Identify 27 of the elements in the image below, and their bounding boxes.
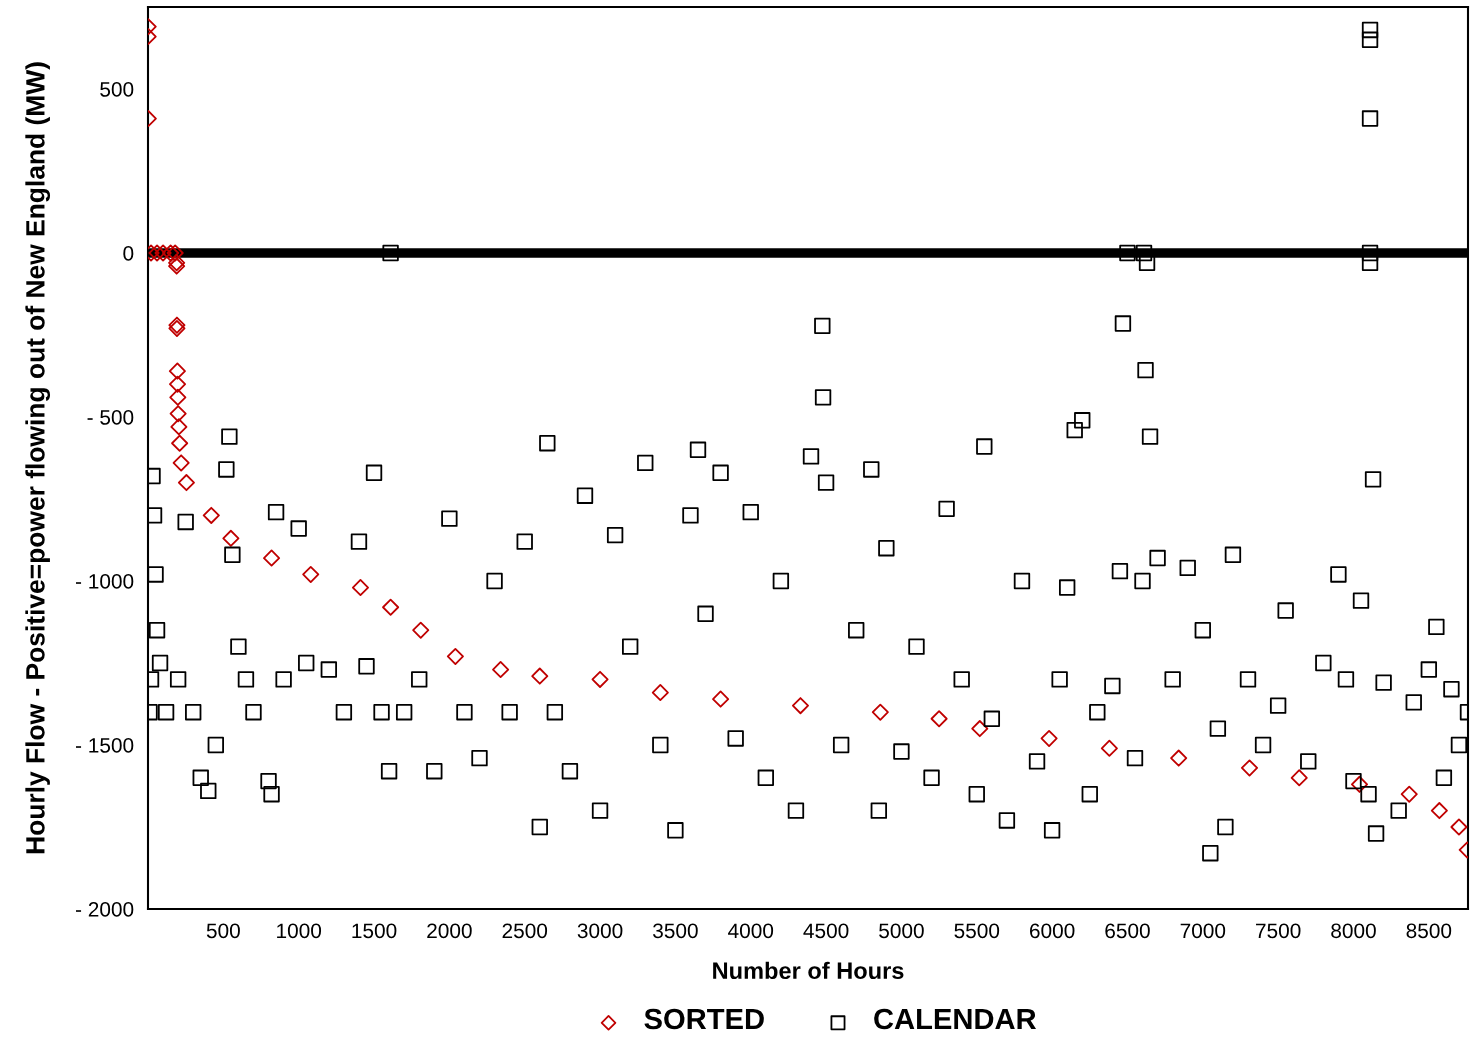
- x-tick-label: 7000: [1180, 923, 1226, 939]
- x-tick-label: 3500: [653, 923, 698, 939]
- x-tick-label: 5500: [954, 923, 1000, 939]
- y-tick-label: - 500: [87, 410, 134, 425]
- y-tick-label: 0: [123, 246, 134, 261]
- x-tick-label: 6000: [1030, 923, 1075, 939]
- x-tick-label: 7500: [1256, 923, 1301, 939]
- x-tick-label: 1000: [277, 923, 322, 939]
- y-tick-label: - 1000: [75, 574, 134, 589]
- x-tick-label: 2500: [502, 923, 548, 939]
- x-tick-label: 4000: [728, 923, 774, 939]
- x-tick-label: 1500: [352, 923, 397, 939]
- y-axis-title: Hourly Flow - Positive=power flowing out of New England (MW): [25, 62, 51, 854]
- x-axis-title: Number of Hours: [713, 961, 904, 980]
- x-tick-label: 2000: [427, 923, 472, 939]
- x-tick-label: 500: [206, 923, 240, 939]
- legend-label: CALENDAR: [874, 1008, 1037, 1030]
- x-tick-label: 6500: [1105, 923, 1150, 939]
- x-tick-label: 3000: [577, 923, 623, 939]
- y-tick-label: - 2000: [75, 902, 134, 917]
- x-tick-label: 8500: [1406, 923, 1452, 939]
- y-tick-label: 500: [100, 82, 134, 97]
- legend-label: SORTED: [644, 1008, 764, 1030]
- y-tick-label: - 1500: [75, 738, 134, 753]
- x-tick-label: 5000: [879, 923, 924, 939]
- x-tick-label: 4500: [803, 923, 849, 939]
- x-tick-label: 8000: [1331, 923, 1376, 939]
